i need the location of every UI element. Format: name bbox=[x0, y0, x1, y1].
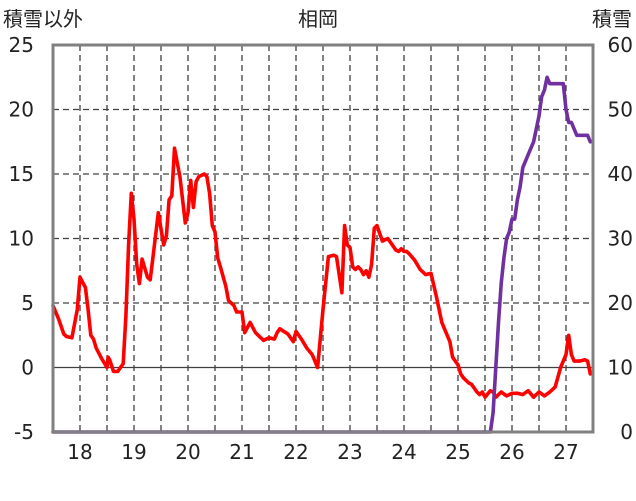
left-tick-label: -5 bbox=[14, 420, 34, 444]
x-tick-label: 26 bbox=[499, 440, 524, 464]
right-tick-label: 20 bbox=[608, 291, 633, 315]
x-tick-label: 22 bbox=[283, 440, 308, 464]
left-tick-label: 15 bbox=[9, 162, 34, 186]
left-tick-label: 10 bbox=[9, 227, 34, 251]
left-tick-label: 25 bbox=[9, 33, 34, 57]
left-tick-label: 5 bbox=[21, 291, 34, 315]
gridlines bbox=[53, 45, 593, 432]
plot-frame bbox=[51, 43, 595, 434]
x-tick-label: 25 bbox=[445, 440, 470, 464]
left-ticks: -5 0 5 10 15 20 25 bbox=[9, 33, 34, 444]
right-ticks: 0 10 20 30 40 50 60 bbox=[608, 33, 633, 444]
right-tick-label: 40 bbox=[608, 162, 633, 186]
x-tick-label: 19 bbox=[121, 440, 146, 464]
temperature-line bbox=[51, 146, 593, 400]
right-tick-label: 50 bbox=[608, 98, 633, 122]
left-tick-label: 0 bbox=[21, 356, 34, 380]
right-axis-label: 積雪 bbox=[592, 7, 632, 31]
x-tick-label: 23 bbox=[337, 440, 362, 464]
x-ticks: 18 19 20 21 22 23 24 25 26 27 bbox=[67, 440, 578, 464]
x-tick-label: 18 bbox=[67, 440, 92, 464]
left-tick-label: 20 bbox=[9, 98, 34, 122]
right-tick-label: 10 bbox=[608, 356, 633, 380]
right-tick-label: 0 bbox=[620, 420, 633, 444]
x-tick-label: 24 bbox=[391, 440, 416, 464]
x-tick-label: 27 bbox=[553, 440, 578, 464]
left-axis-label: 積雪以外 bbox=[3, 7, 83, 31]
snow-line bbox=[51, 75, 593, 434]
x-tick-label: 20 bbox=[175, 440, 200, 464]
series-lines bbox=[51, 75, 593, 434]
chart-title: 相岡 bbox=[298, 7, 338, 31]
right-tick-label: 30 bbox=[608, 227, 633, 251]
right-tick-label: 60 bbox=[608, 33, 633, 57]
x-tick-label: 21 bbox=[229, 440, 254, 464]
